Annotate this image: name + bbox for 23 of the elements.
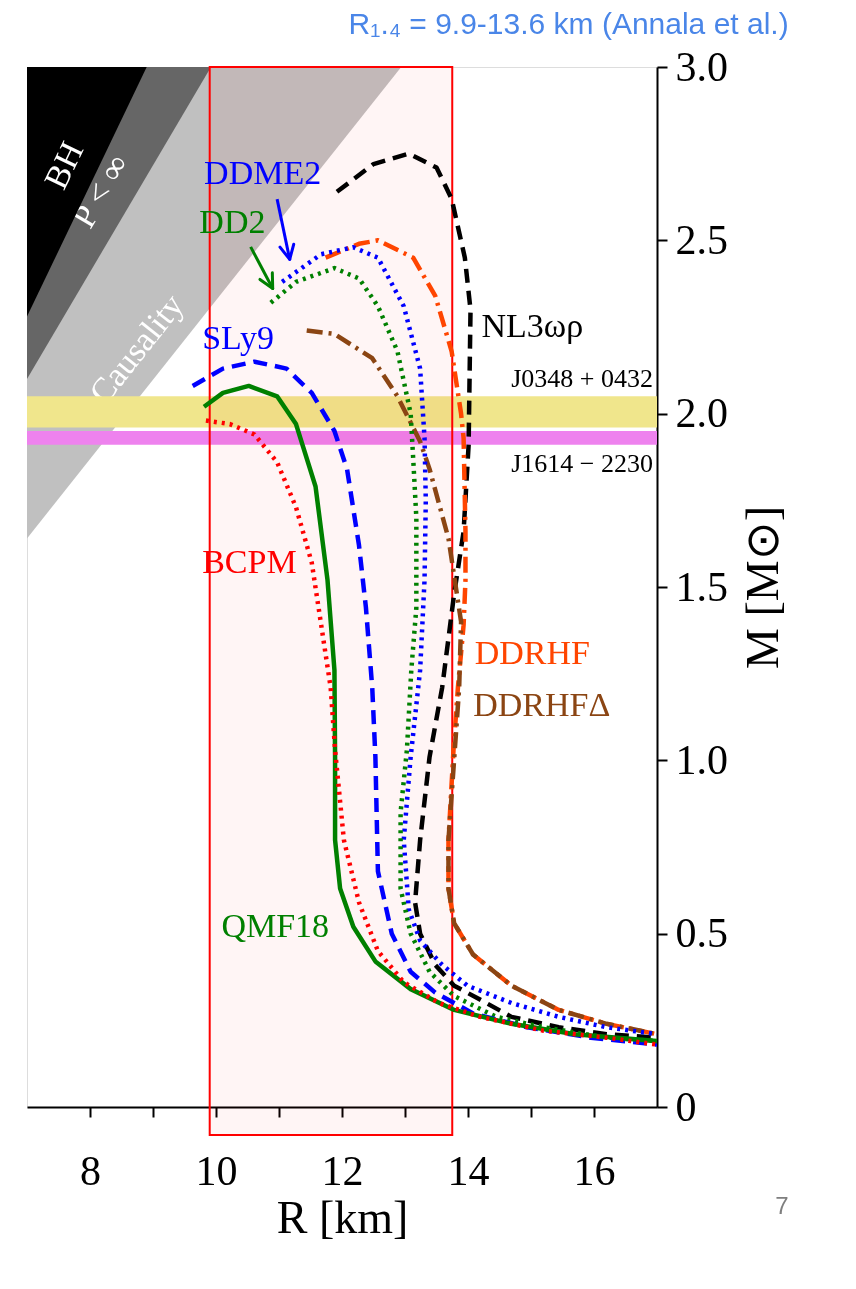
x-tick-label: 12 [321,1147,364,1194]
series-label: DDRHF [474,633,590,671]
x-tick-label: 8 [80,1147,101,1194]
band-label: J0348 + 0432 [511,364,653,394]
series-label: BH [36,135,91,195]
x-tick-label: 16 [573,1147,616,1194]
series-label: DDRHFΔ [473,685,611,723]
chart-title: R₁.₄ = 9.9-13.6 km (Annala et al.) [348,7,789,40]
x-tick-label: 10 [195,1147,238,1194]
series-label: NL3ωρ [481,307,584,344]
y-tick-label: 2.0 [675,390,728,437]
y-tick-label: 3.0 [675,43,728,90]
y-axis-title: M [M⊙] [737,506,788,669]
y-tick-label: 2.5 [675,216,728,263]
series-label: QMF18 [221,907,330,945]
y-tick-label: 0 [675,1083,697,1130]
band-label: J1614 − 2230 [511,448,653,478]
y-tick-label: 1.0 [675,736,728,783]
x-axis-title: R [km] [276,1191,409,1243]
y-tick-label: 0.5 [675,910,728,957]
y-tick-label: 1.5 [675,563,728,610]
text: 7 [775,1192,789,1219]
x-tick-label: 14 [447,1147,490,1194]
